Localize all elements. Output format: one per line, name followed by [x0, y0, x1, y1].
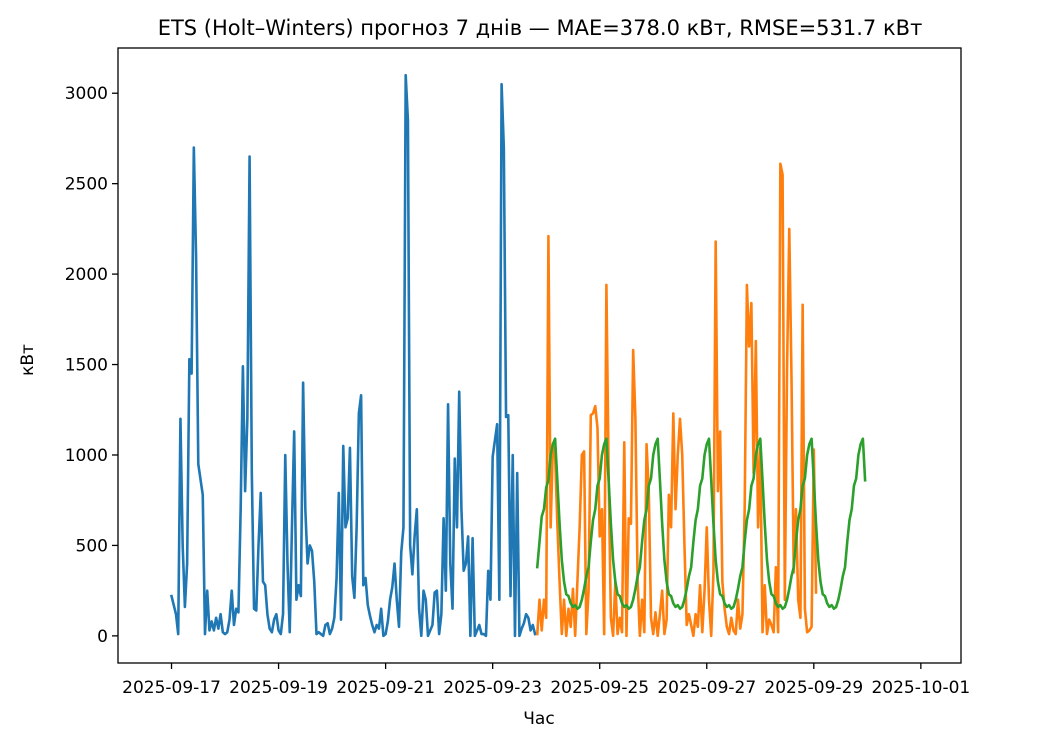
series-line-3: [535, 437, 867, 611]
plot-background: [118, 48, 961, 663]
y-tick-label: 2000: [65, 265, 108, 285]
series-line-1: [169, 73, 537, 638]
y-tick-label: 2500: [65, 175, 108, 195]
plot-frame: [117, 47, 962, 664]
y-tick-label: 3000: [65, 84, 108, 104]
x-tick-label: 2025-09-23: [443, 678, 542, 698]
y-tick-label: 0: [97, 627, 108, 647]
y-tick-label: 500: [76, 536, 108, 556]
x-tick-label: 2025-09-27: [657, 678, 756, 698]
axes: 0 500 1000 1500 2000 2500 3000 2025-09-17 2025-0…: [65, 47, 970, 698]
x-tick-label: 2025-09-21: [336, 678, 435, 698]
x-tick-label: 2025-09-17: [122, 678, 221, 698]
y-tick-label: 1500: [65, 356, 108, 376]
x-tick-label: 2025-10-01: [871, 678, 970, 698]
series-lines: [169, 73, 867, 638]
chart-title: ETS (Holt–Winters) прогноз 7 днів — MAE=…: [158, 16, 923, 40]
x-tick-label: 2025-09-25: [550, 678, 649, 698]
series-line-2: [535, 162, 818, 638]
y-tick-label: 1000: [65, 446, 108, 466]
x-tick-label: 2025-09-19: [229, 678, 328, 698]
x-tick-label: 2025-09-29: [764, 678, 863, 698]
y-axis-label: кВт: [18, 344, 38, 376]
x-axis-label: Час: [523, 709, 554, 729]
plot-area: [118, 48, 961, 663]
